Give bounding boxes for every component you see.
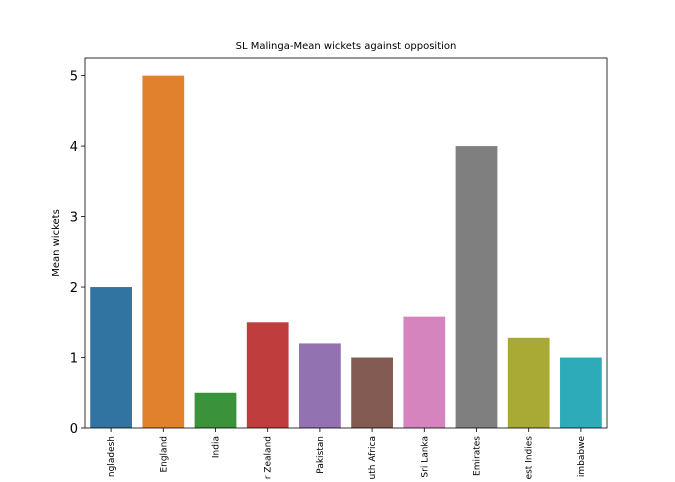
y-tick-label: 3 [70, 211, 78, 226]
y-axis-label: Mean wickets [51, 209, 62, 277]
x-tick-label: uth Africa [368, 436, 378, 479]
bar [507, 337, 550, 428]
bar [299, 343, 341, 428]
x-tick-label: imbabwe [577, 436, 587, 478]
x-tick-label: Pakistan [316, 436, 326, 474]
bar [142, 75, 185, 428]
x-tick-label: Sri Lanka [420, 436, 430, 478]
x-tick-label: India [212, 436, 222, 458]
y-tick-label: 2 [70, 281, 78, 296]
bar [560, 357, 602, 428]
x-tick-label: Emirates [473, 436, 483, 476]
chart-title: SL Malinga-Mean wickets against oppositi… [236, 41, 457, 52]
x-tick-label: est Indies [525, 436, 535, 480]
bar [403, 316, 446, 428]
bar [351, 357, 393, 428]
y-tick-label: 0 [70, 422, 78, 437]
bar [455, 146, 498, 428]
y-tick-label: 5 [70, 70, 78, 85]
bar [246, 322, 289, 428]
x-tick-label: England [159, 436, 169, 473]
bar [90, 287, 132, 428]
y-tick-label: 1 [70, 352, 78, 367]
plot-frame [84, 57, 608, 429]
x-tick-label: ngladesh [107, 436, 117, 477]
bar [194, 392, 237, 428]
x-tick-label: r Zealand [264, 436, 274, 479]
y-tick-label: 4 [70, 140, 78, 155]
